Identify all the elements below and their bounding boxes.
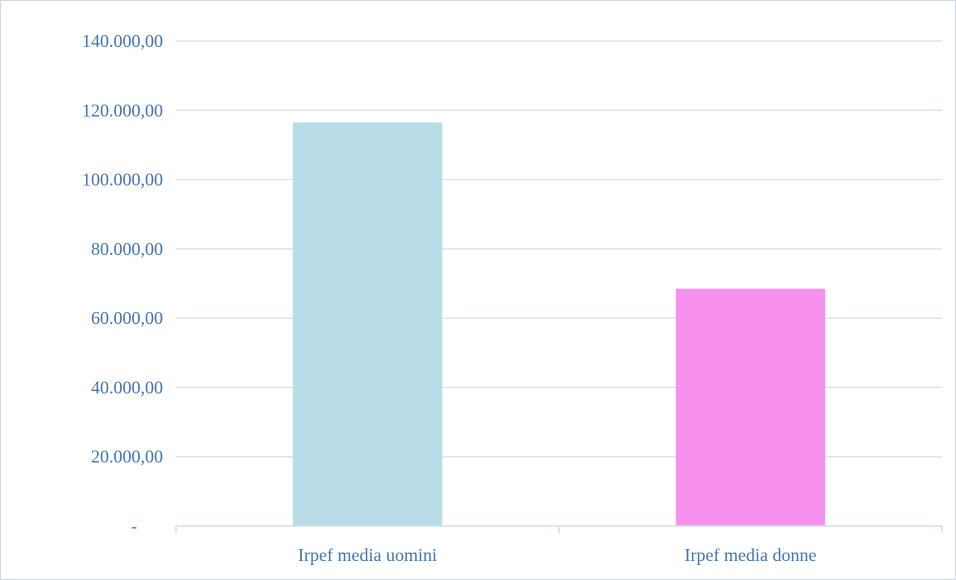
x-category-label: Irpef media donne: [685, 545, 817, 565]
y-axis-tick-labels: - 20.000,00 40.000,00 60.000,00 80.000,00 100…: [82, 31, 163, 536]
x-category-label: Irpef media uomini: [298, 545, 437, 565]
y-tick-label: 120.000,00: [82, 100, 163, 120]
y-tick-label: 20.000,00: [91, 447, 163, 467]
y-tick-label: 100.000,00: [82, 170, 163, 190]
y-tick-label: 60.000,00: [91, 308, 163, 328]
y-tick-label: 140.000,00: [82, 31, 163, 51]
y-tick-label: 40.000,00: [91, 377, 163, 397]
bar: [292, 122, 443, 527]
x-axis: [175, 525, 943, 533]
bar: [675, 288, 826, 526]
gridlines: [176, 40, 942, 458]
y-tick-label: -: [131, 516, 137, 536]
x-axis-category-labels: Irpef media uomini Irpef media donne: [298, 545, 816, 565]
bars: [292, 122, 826, 527]
y-tick-label: 80.000,00: [91, 239, 163, 259]
